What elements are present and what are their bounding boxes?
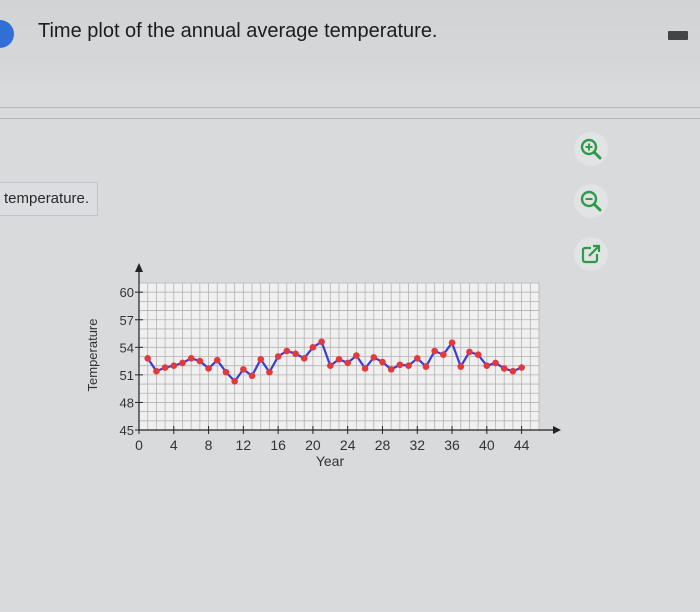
x-tick-label: 36 (444, 437, 460, 453)
data-point (161, 364, 169, 371)
data-point (483, 362, 491, 369)
data-point (500, 365, 508, 372)
question-header: Time plot of the annual average temperat… (0, 0, 700, 84)
data-point (309, 344, 317, 351)
data-point (179, 359, 186, 367)
data-point (344, 359, 351, 367)
open-external-button[interactable] (574, 237, 608, 271)
side-panel-label: temperature. (0, 182, 99, 216)
x-tick-label: 32 (409, 437, 425, 453)
series (144, 338, 525, 385)
y-tick-label: 57 (120, 313, 134, 328)
y-axis-arrow (135, 263, 143, 272)
data-point (466, 348, 473, 356)
x-tick-label: 40 (479, 437, 495, 453)
data-point (231, 378, 238, 385)
y-tick-label: 48 (120, 395, 134, 410)
data-point (361, 365, 369, 372)
data-point (187, 355, 195, 362)
data-point (222, 368, 230, 376)
data-point (257, 355, 265, 363)
data-point (492, 359, 499, 367)
data-point (248, 372, 256, 380)
data-point (448, 339, 456, 347)
y-tick-label: 60 (120, 285, 134, 300)
data-point (440, 351, 447, 358)
x-tick-label: 24 (340, 437, 356, 453)
data-point (283, 347, 291, 355)
step-indicator (0, 20, 14, 48)
zoom-in-icon (580, 138, 602, 160)
data-point (396, 361, 404, 369)
data-point (379, 358, 386, 366)
question-title: Time plot of the annual average temperat… (38, 20, 438, 42)
x-tick-label: 16 (270, 437, 286, 453)
data-point (196, 357, 204, 365)
data-point (518, 364, 525, 371)
data-point (205, 365, 212, 372)
data-point (318, 338, 325, 346)
data-point (170, 362, 178, 369)
y-tick-label: 51 (120, 368, 134, 383)
grid (139, 282, 540, 430)
data-point (370, 354, 378, 361)
x-tick-label: 12 (236, 437, 252, 453)
x-tick-label: 44 (514, 437, 530, 453)
data-point (387, 366, 395, 373)
data-point (213, 356, 221, 364)
data-point (300, 355, 308, 362)
divider (0, 107, 700, 108)
data-point (292, 350, 299, 358)
data-point (474, 351, 482, 358)
data-point (266, 368, 273, 376)
data-point (153, 367, 160, 375)
x-tick-label: 8 (205, 437, 213, 453)
x-tick-label: 0 (135, 437, 143, 453)
data-point (413, 355, 421, 362)
data-point (240, 366, 247, 373)
data-point (422, 363, 430, 370)
data-point (335, 355, 343, 363)
data-point (509, 367, 517, 375)
y-tick-label: 54 (120, 340, 134, 355)
x-axis-arrow (553, 426, 561, 434)
data-point (405, 362, 412, 369)
divider (0, 118, 700, 119)
x-tick-label: 20 (305, 437, 321, 453)
data-point (274, 353, 282, 360)
data-point (353, 352, 360, 359)
data-point (144, 355, 151, 362)
open-external-icon (581, 244, 601, 264)
zoom-out-icon (580, 190, 602, 212)
x-tick-label: 4 (170, 437, 178, 453)
data-point (431, 347, 438, 355)
y-axis-label: Temperature (85, 319, 100, 392)
data-point (327, 362, 334, 369)
y-tick-label: 45 (120, 423, 134, 438)
x-tick-label: 28 (375, 437, 391, 453)
data-point (457, 363, 465, 370)
zoom-out-button[interactable] (574, 184, 608, 218)
zoom-in-button[interactable] (574, 132, 608, 166)
minimize-button[interactable] (668, 31, 688, 40)
x-axis-label: Year (316, 453, 345, 469)
